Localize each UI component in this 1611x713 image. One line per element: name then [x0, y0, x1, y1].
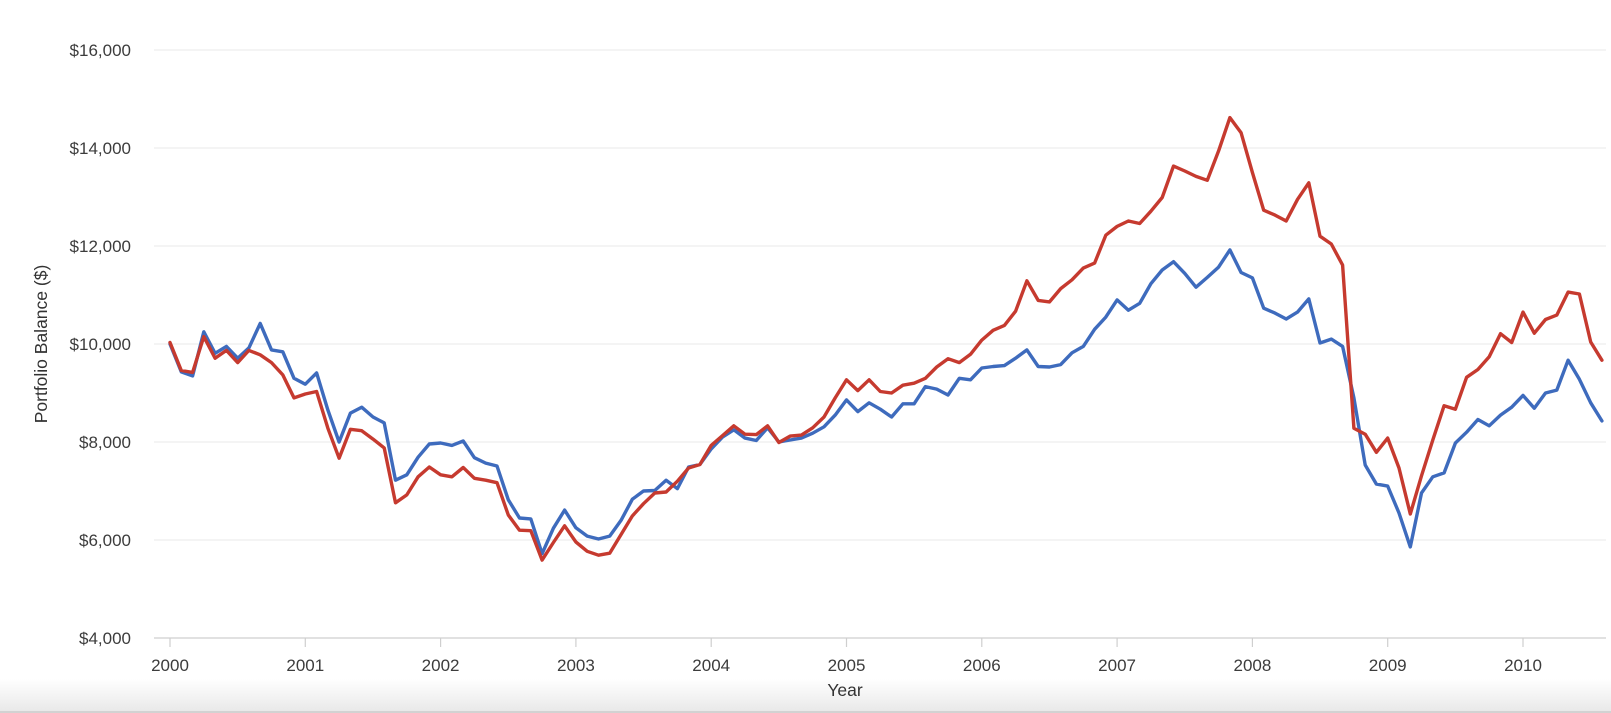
x-tick-label: 2004 [692, 656, 730, 675]
x-tick-label: 2005 [828, 656, 866, 675]
x-tick-label: 2001 [286, 656, 324, 675]
x-axis-title: Year [827, 680, 863, 700]
x-tick-label: 2003 [557, 656, 595, 675]
x-tick-label: 2002 [422, 656, 460, 675]
y-tick-label: $16,000 [70, 41, 131, 60]
y-tick-label: $8,000 [79, 433, 131, 452]
y-tick-label: $14,000 [70, 139, 131, 158]
window-bottom-edge [0, 679, 1611, 713]
y-tick-label: $10,000 [70, 335, 131, 354]
x-tick-label: 2007 [1098, 656, 1136, 675]
y-tick-label: $12,000 [70, 237, 131, 256]
x-tick-label: 2006 [963, 656, 1001, 675]
y-axis-title: Portfolio Balance ($) [31, 265, 51, 424]
data-series [168, 115, 1604, 562]
blue-portfolio-line [168, 248, 1604, 556]
y-tick-label: $6,000 [79, 531, 131, 550]
x-tick-label: 2010 [1504, 656, 1542, 675]
y-tick-label: $4,000 [79, 629, 131, 648]
x-tick-label: 2009 [1369, 656, 1407, 675]
axes [154, 637, 1606, 647]
red-portfolio-line [168, 115, 1604, 562]
gridlines [154, 49, 1606, 541]
x-tick-label: 2008 [1233, 656, 1271, 675]
x-tick-label: 2000 [151, 656, 189, 675]
tick-labels: $4,000 $6,000 $8,000 $10,000 $12,000 $14,000 $… [70, 41, 1542, 675]
